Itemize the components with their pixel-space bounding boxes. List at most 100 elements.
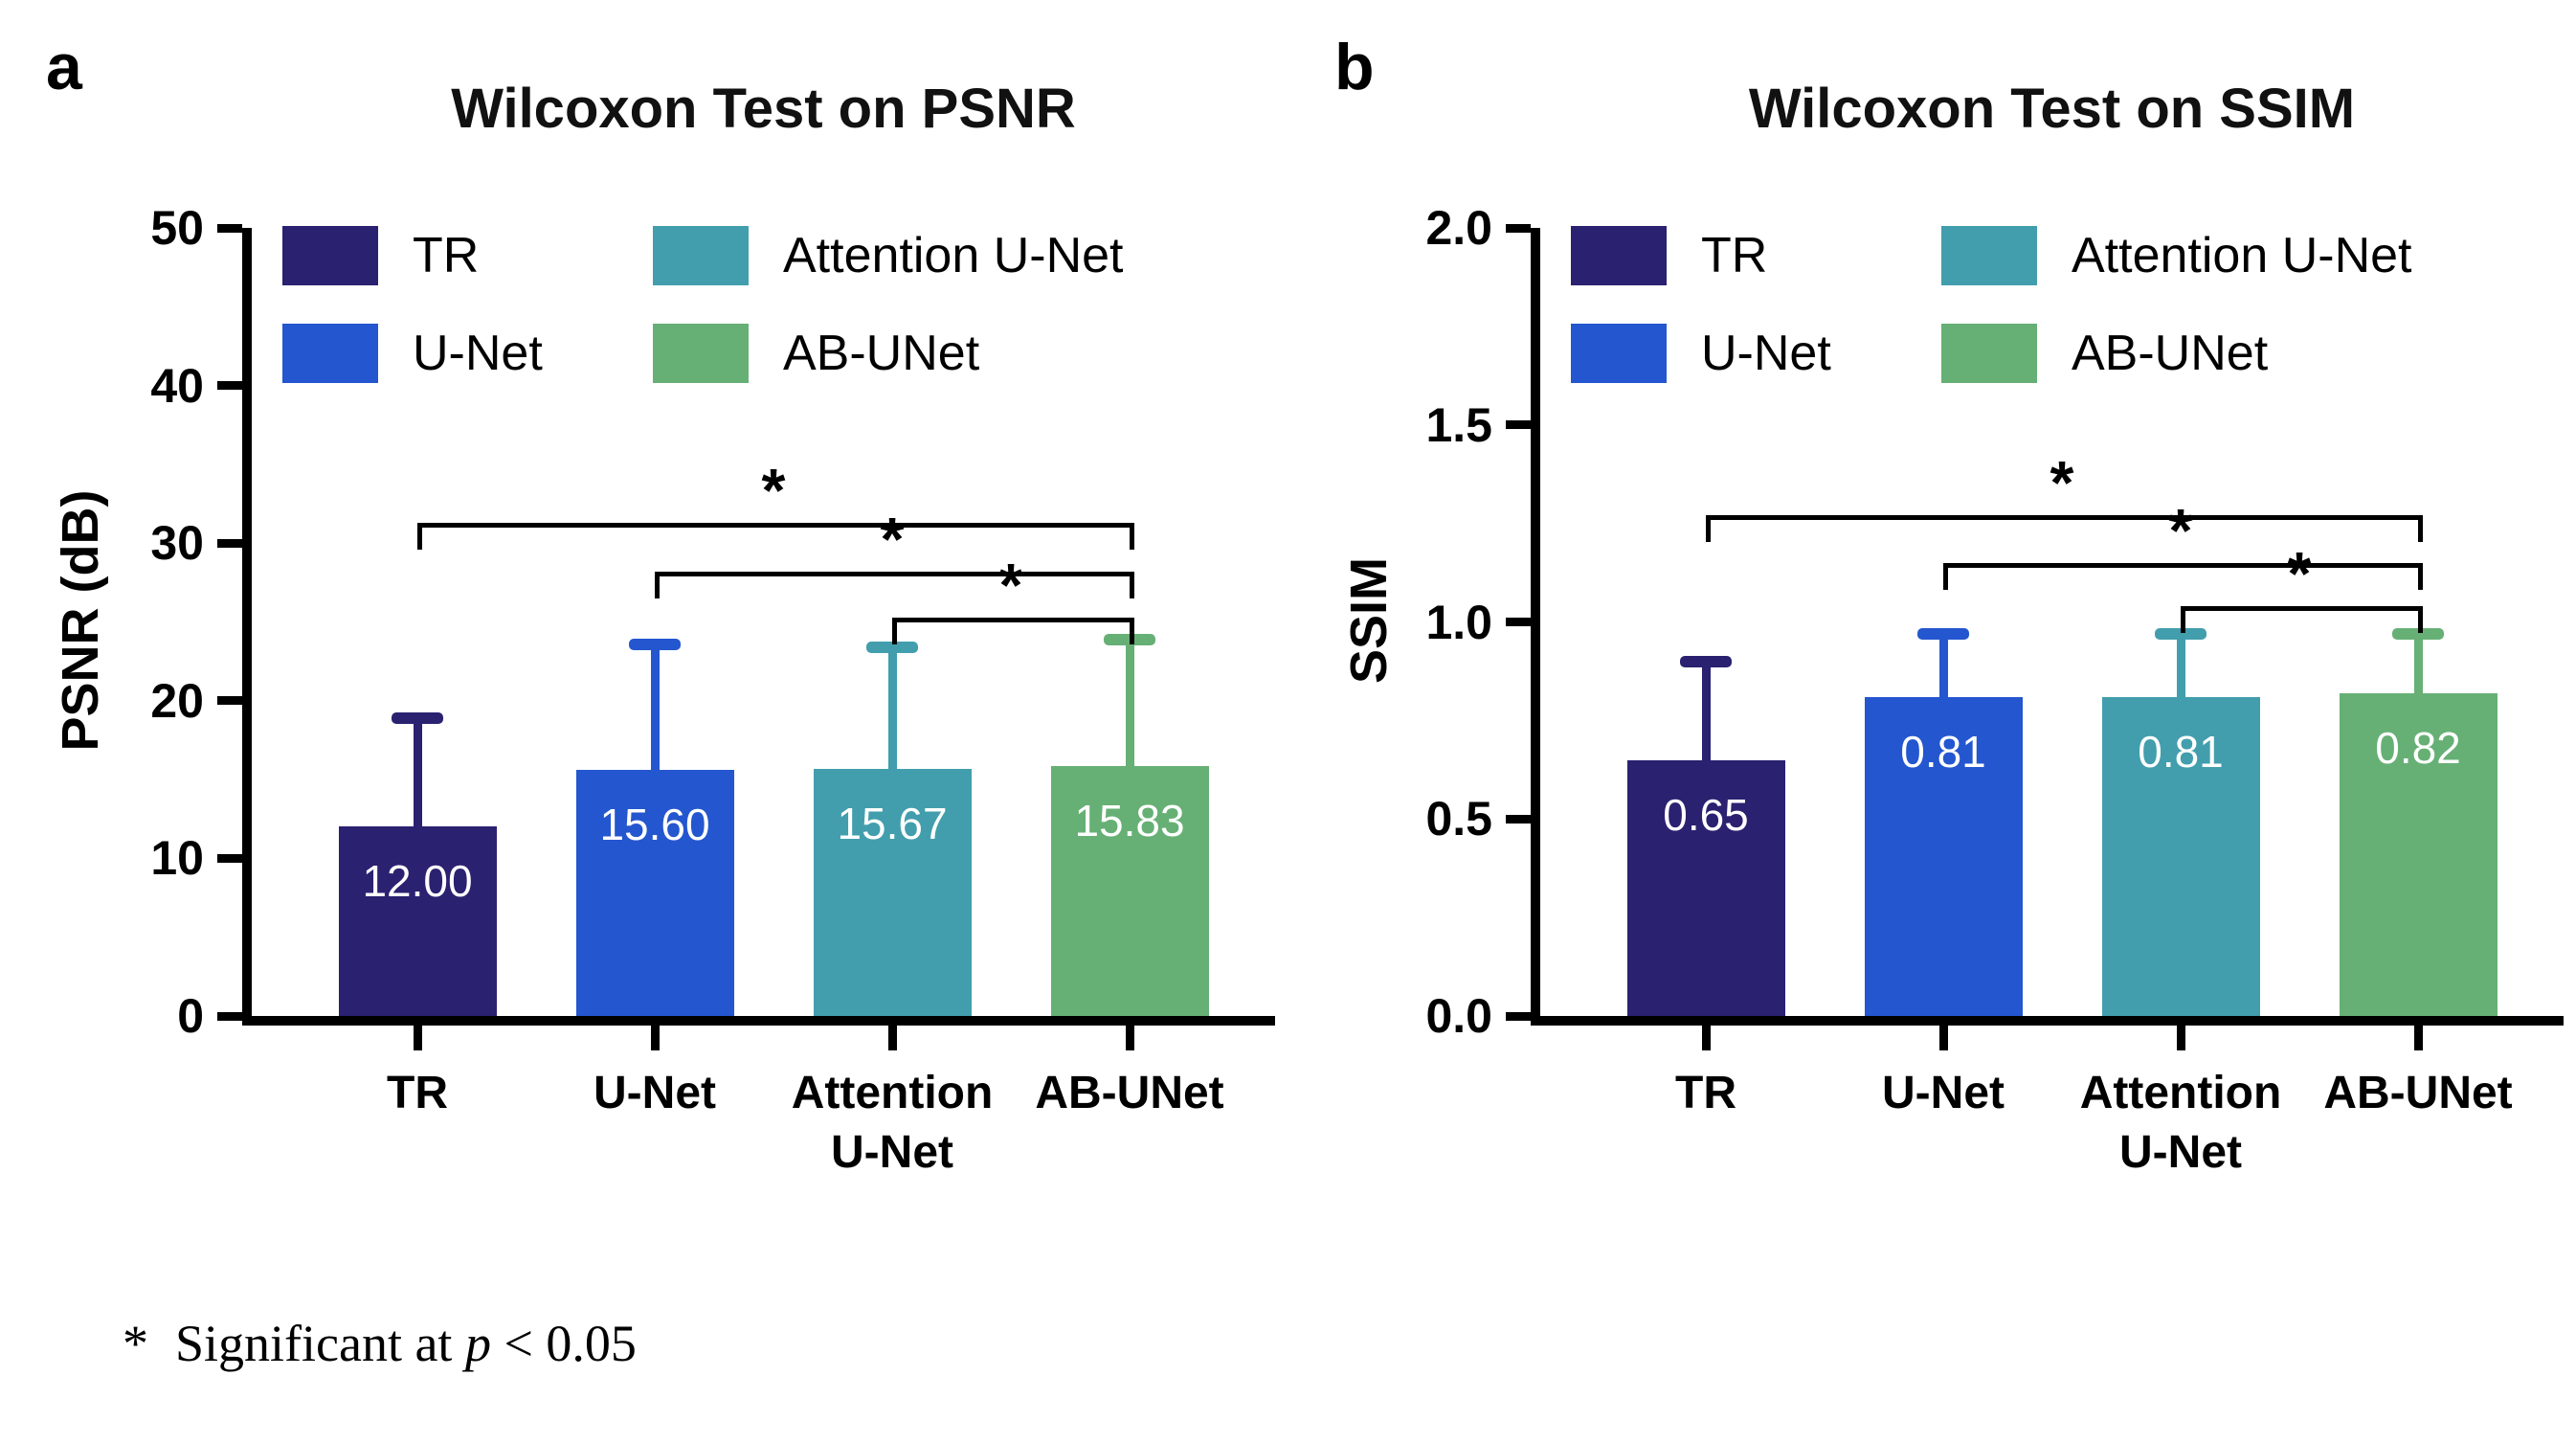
legend-label-attention-u-net: Attention U-Net: [783, 228, 1124, 283]
bar-tr: [338, 826, 497, 1016]
y-tick: [217, 853, 242, 863]
significance-bracket-line: [1943, 562, 2423, 568]
error-bar-stem: [650, 643, 660, 771]
x-tick-label: U-Net: [831, 1127, 953, 1178]
x-tick-label: U-Net: [2119, 1127, 2242, 1178]
bar-value-label: 0.65: [1663, 789, 1749, 840]
legend-swatch-ab-unet: [653, 324, 749, 383]
error-bar-cap: [1917, 627, 1969, 640]
legend-swatch-u-net: [282, 324, 378, 383]
legend-label-attention-u-net: Attention U-Net: [2072, 228, 2412, 283]
x-axis-line: [1531, 1016, 2564, 1026]
legend-swatch-ab-unet: [1941, 324, 2037, 383]
x-tick: [650, 1026, 660, 1050]
significance-footnote: * Significant at p < 0.05: [123, 1314, 637, 1373]
error-bar-cap: [2392, 627, 2444, 640]
y-tick-label: 30: [150, 516, 204, 571]
error-bar-cap: [2155, 627, 2206, 640]
bar-u-net: [575, 770, 734, 1016]
bar-value-label: 12.00: [362, 856, 473, 907]
significance-bracket-line: [892, 617, 1134, 622]
x-tick: [2413, 1026, 2423, 1050]
significance-asterisk: *: [2168, 495, 2193, 565]
panel-letter-a: a: [46, 31, 82, 103]
bar-value-label: 0.82: [2375, 722, 2461, 773]
significance-bracket-end: [655, 571, 660, 598]
y-tick-label: 40: [150, 358, 204, 413]
y-tick: [1506, 618, 1531, 626]
footnote-condition: < 0.05: [490, 1315, 637, 1372]
bar-ab-unet: [2339, 692, 2498, 1016]
bar-ab-unet: [1050, 766, 1209, 1016]
y-tick: [1506, 420, 1531, 430]
significance-bracket-end: [892, 617, 897, 644]
error-bar-stem: [1938, 633, 1948, 697]
y-tick-label: 50: [150, 201, 204, 255]
footnote-p-variable: p: [464, 1315, 491, 1372]
y-tick-label: 20: [150, 673, 204, 728]
significance-bracket-end: [1130, 617, 1134, 644]
y-axis-line: [1531, 228, 1540, 1026]
bar-value-label: 15.83: [1074, 796, 1185, 846]
footnote-asterisk: *: [123, 1315, 148, 1372]
panel-psnr: a Wilcoxon Test on PSNR PSNR (dB) 0 10 20 3…: [46, 31, 1275, 1178]
significance-bracket-end: [2418, 606, 2423, 634]
significance-bracket-end: [417, 522, 422, 550]
x-tick: [1938, 1026, 1948, 1050]
y-tick: [217, 696, 242, 706]
significance-bracket-end: [1943, 562, 1948, 590]
bar-attention-u-net: [813, 769, 972, 1016]
bar-u-net: [1864, 696, 2023, 1016]
significance-bracket-end: [2418, 515, 2423, 543]
chart-title-ssim: Wilcoxon Test on SSIM: [1748, 78, 2356, 140]
significance-bracket-end: [1130, 571, 1134, 598]
significance-bracket-end: [2181, 606, 2185, 634]
error-bar-stem: [1125, 639, 1134, 767]
y-tick-label: 1.0: [1425, 595, 1492, 649]
x-tick-label: Attention: [791, 1068, 994, 1118]
legend-label-u-net: U-Net: [413, 326, 543, 381]
error-bar-stem: [2176, 633, 2185, 697]
error-bar-cap: [1680, 655, 1732, 667]
significance-bracket-end: [1130, 522, 1134, 550]
legend-label-ab-unet: AB-UNet: [2072, 326, 2269, 381]
legend-label-tr: TR: [1701, 228, 1768, 283]
legend-swatch-tr: [1571, 226, 1667, 285]
y-tick-label: 0.0: [1425, 989, 1492, 1043]
bar-value-label: 15.60: [599, 800, 710, 850]
x-tick: [413, 1026, 422, 1050]
legend-swatch-u-net: [1571, 324, 1667, 383]
x-axis-line: [242, 1016, 1275, 1026]
significance-asterisk: *: [2287, 539, 2312, 609]
x-tick-label: AB-UNet: [2323, 1068, 2513, 1118]
x-tick: [887, 1026, 897, 1050]
bar-value-label: 15.67: [837, 799, 948, 849]
legend-swatch-attention-u-net: [653, 226, 749, 285]
significance-bracket-line: [2181, 606, 2423, 612]
y-tick: [217, 1011, 242, 1021]
chart-title-psnr: Wilcoxon Test on PSNR: [451, 78, 1076, 140]
y-tick: [1506, 1011, 1531, 1021]
x-tick-label: U-Net: [594, 1068, 716, 1118]
y-tick-label: 0: [177, 989, 204, 1043]
y-tick: [1506, 223, 1531, 233]
significance-bracket-end: [2418, 562, 2423, 590]
legend-swatch-tr: [282, 226, 378, 285]
x-tick-label: AB-UNet: [1035, 1068, 1224, 1118]
error-bar-stem: [1701, 661, 1711, 760]
error-bar-stem: [413, 717, 422, 827]
y-tick: [217, 538, 242, 548]
bar-value-label: 0.81: [2138, 726, 2224, 777]
bar-tr: [1626, 759, 1785, 1016]
plot-area-ssim: 0.0 0.5 1.0 1.5 2.0 0.65 TR 0.81 U-Net 0.81 Attent…: [1288, 0, 2576, 1444]
error-bar-cap: [392, 711, 443, 724]
x-tick: [1701, 1026, 1711, 1050]
x-tick-label: TR: [387, 1068, 448, 1118]
y-tick: [217, 223, 242, 233]
y-tick-label: 10: [150, 831, 204, 886]
y-tick-label: 2.0: [1425, 201, 1492, 255]
error-bar-cap: [866, 641, 918, 653]
legend-label-ab-unet: AB-UNet: [783, 326, 980, 381]
footnote-text: Significant at: [175, 1315, 465, 1372]
